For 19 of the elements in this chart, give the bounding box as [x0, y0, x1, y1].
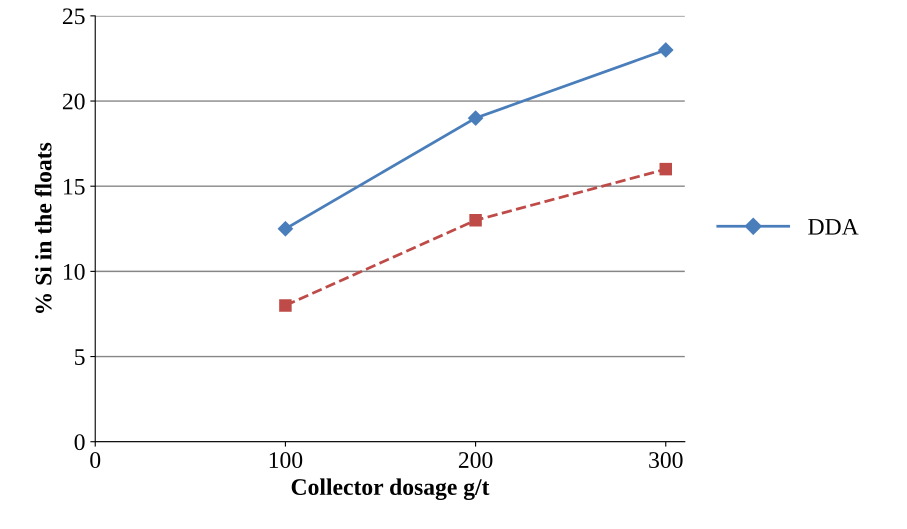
- y-tick-label: 10: [64, 264, 85, 280]
- x-tick-label: 300: [649, 452, 683, 468]
- point: [660, 162, 672, 176]
- x-tick-label: 0: [90, 452, 100, 468]
- point: [468, 110, 484, 126]
- y-tick-label: 25: [62, 8, 85, 24]
- x-axis-title: Collector dosage g/t: [292, 478, 490, 500]
- y-tick-label: 20: [62, 94, 85, 110]
- point: [279, 299, 292, 312]
- legend-label: DDA: [808, 218, 859, 235]
- y-tick-label: 5: [75, 349, 85, 365]
- y-tick-label: 0: [74, 434, 85, 450]
- point: [469, 214, 482, 227]
- y-tick-label: 15: [64, 178, 85, 195]
- x-tick-label: 100: [270, 452, 302, 468]
- x-tick-label: 200: [458, 452, 492, 468]
- point: [658, 42, 674, 58]
- y-axis-title: % Si in the floats: [34, 142, 52, 313]
- point: [278, 221, 293, 236]
